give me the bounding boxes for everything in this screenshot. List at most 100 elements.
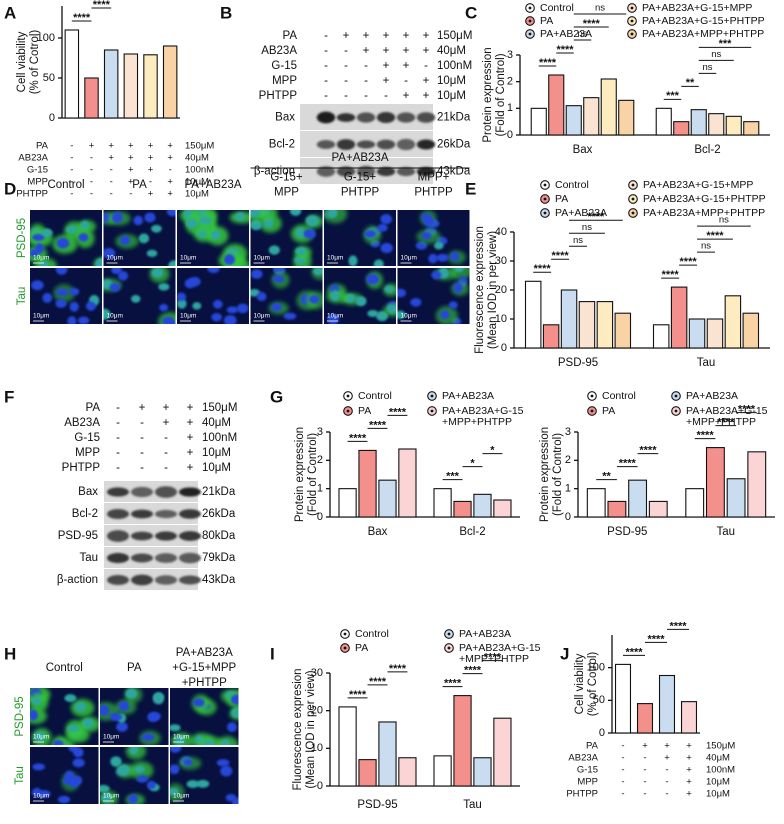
nucleus [220, 765, 233, 777]
nucleus [67, 724, 80, 732]
nucleus [309, 294, 320, 304]
nucleus [69, 288, 80, 296]
treatment-sign: - [140, 462, 144, 474]
blot-band [396, 166, 416, 177]
legend-label: PA [602, 405, 615, 417]
nucleus [69, 301, 79, 312]
significance-label: ** [686, 77, 695, 89]
treatment-sign: - [324, 75, 328, 87]
nucleus [158, 283, 170, 291]
x-tick-label: Bax [573, 144, 593, 156]
row-label: PSD-95 [16, 218, 28, 258]
scale-label: 10μm [33, 793, 49, 800]
bar [680, 701, 698, 734]
nucleus [397, 310, 406, 319]
micrograph: 10μm [103, 268, 176, 324]
band-name: Bcl-2 [72, 508, 98, 520]
treatment-dose: 10μM [706, 789, 730, 800]
significance-label: ns [573, 235, 583, 246]
nucleus [170, 787, 179, 796]
blot-band [396, 138, 416, 151]
bar [542, 324, 560, 349]
nucleus [366, 273, 380, 285]
micrograph: 10μm [324, 210, 396, 266]
bar [628, 479, 648, 518]
nucleus [454, 268, 464, 273]
micrograph: 10μm [324, 268, 396, 324]
significance-label: **** [625, 646, 643, 658]
x-tick-label: Tau [716, 526, 735, 538]
nucleus [250, 269, 263, 279]
y-axis-label: Cell viability [574, 653, 586, 714]
nucleus [32, 763, 46, 771]
treatment-sign: + [664, 753, 670, 764]
nucleus [133, 215, 144, 226]
significance-label: ns [595, 3, 605, 14]
scale-label: 10μm [103, 734, 119, 741]
band-size: 21kDa [202, 486, 236, 498]
y-tick-label: 10 [495, 313, 507, 325]
nucleus [348, 255, 358, 266]
panel-letter: E [465, 179, 476, 198]
scale-label: 10μm [173, 793, 189, 800]
treatment-sign: - [90, 153, 93, 164]
treatment-sign: + [148, 153, 154, 164]
treatment-sign: - [324, 45, 328, 57]
blot-band [416, 166, 436, 177]
nucleus [32, 233, 45, 241]
nucleus [80, 220, 90, 231]
treatment-sign: + [403, 30, 410, 42]
row-label: PSD-95 [14, 696, 26, 736]
treatment-dose: 100nM [202, 432, 237, 444]
nucleus [81, 718, 94, 729]
nucleus [367, 310, 379, 318]
y-tick-label: 50 [43, 72, 55, 84]
column-header: Control [47, 179, 84, 191]
y-tick-label: 30 [495, 255, 507, 267]
scale-label: 10μm [103, 793, 119, 800]
bar [560, 289, 578, 349]
column-header: +PHTPP [182, 677, 227, 689]
y-tick-label: 3 [507, 49, 513, 61]
legend-label: PA+AB23A+G-15 [442, 405, 524, 417]
treatment-sign: - [643, 777, 646, 788]
y-tick-label: 0 [317, 511, 323, 523]
panel-letter: H [4, 644, 16, 663]
nucleus [101, 792, 112, 803]
treatment-sign: + [128, 153, 134, 164]
treatment-sign: + [148, 165, 154, 176]
y-tick-label: 1 [507, 102, 513, 114]
micrograph: 10μm [397, 210, 470, 266]
band-name: β-action [57, 574, 98, 586]
nucleus [109, 712, 123, 722]
nucleus [33, 731, 46, 742]
blot-band [316, 140, 336, 149]
micrograph: 10μm [30, 268, 102, 324]
nucleus [250, 219, 263, 231]
treatment-dose: 40μM [437, 45, 466, 57]
y-axis-label: Protein expression [294, 427, 306, 522]
blot-band [154, 531, 178, 541]
treatment-sign: + [128, 165, 134, 176]
legend-label: PA+AB23A+MPP+PHTPP [643, 207, 765, 219]
legend-swatch-dot [543, 197, 547, 201]
x-tick-label: PSD-95 [558, 357, 598, 369]
significance-label: **** [669, 620, 687, 632]
blot-band [130, 531, 154, 541]
bar [670, 286, 688, 349]
y-tick-label: 0 [599, 727, 605, 739]
treatment-name: G-15 [74, 432, 100, 444]
treatment-name: PHTPP [16, 189, 48, 200]
treatment-dose: 10μM [202, 447, 231, 459]
nucleus [103, 247, 116, 259]
band-size: 26kDa [202, 508, 236, 520]
treatment-name: PA [283, 30, 298, 42]
x-tick-label: Bcl-2 [459, 526, 485, 538]
treatment-sign: - [324, 90, 328, 102]
significance-label: **** [662, 269, 680, 281]
column-header: PA [127, 662, 142, 674]
nucleus [386, 304, 396, 314]
treatment-sign: + [187, 432, 194, 444]
column-header: PA [132, 179, 147, 191]
x-tick-label: PSD-95 [607, 526, 647, 538]
